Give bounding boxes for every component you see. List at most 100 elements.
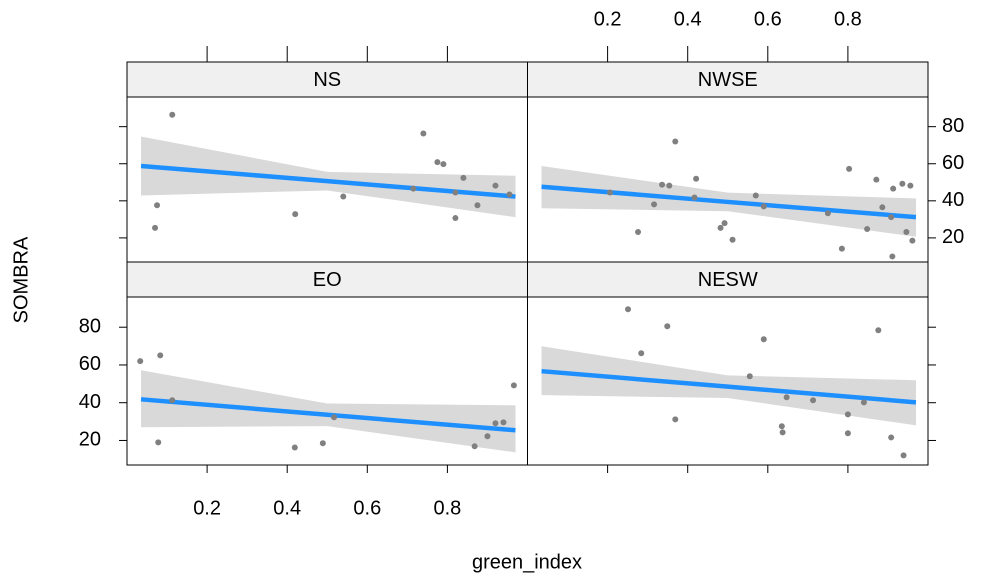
point (672, 416, 679, 423)
x-tick-label: 0.8 (834, 8, 862, 30)
panel-title: NESW (698, 269, 758, 291)
point (844, 411, 851, 418)
point (410, 185, 417, 192)
point (889, 253, 896, 260)
point (169, 397, 176, 404)
fit-line (541, 184, 917, 220)
x-axis-label: green_index (472, 551, 582, 573)
point (672, 138, 679, 145)
point (824, 210, 831, 217)
point (638, 350, 645, 357)
point (500, 419, 507, 426)
point (651, 201, 658, 208)
point (319, 440, 326, 447)
x-tick-label: 0.4 (674, 8, 702, 30)
x-tick-label: 0.6 (754, 8, 782, 30)
point (779, 429, 786, 436)
confidence-band (141, 136, 516, 218)
point (154, 202, 161, 209)
point (888, 214, 895, 221)
point (875, 327, 882, 334)
y-tick-label: 40 (79, 391, 101, 413)
point (452, 215, 459, 222)
point (778, 423, 785, 430)
point (420, 130, 427, 137)
fit-line (541, 368, 917, 405)
point (903, 228, 910, 235)
point (900, 452, 907, 459)
strip (126, 261, 528, 298)
point (860, 399, 867, 406)
point (506, 191, 513, 198)
point (717, 224, 724, 231)
point (625, 306, 632, 313)
point (693, 175, 700, 182)
y-tick-label: 60 (79, 353, 101, 375)
confidence-band (141, 370, 516, 453)
strip (527, 61, 929, 98)
x-tick-label: 0.8 (433, 497, 461, 519)
point (607, 189, 614, 196)
point (635, 228, 642, 235)
point (783, 394, 790, 401)
point (137, 358, 144, 365)
point (691, 194, 698, 201)
point (340, 193, 347, 200)
panel-title: EO (313, 269, 342, 291)
x-tick-label: 0.2 (193, 497, 221, 519)
y-tick-label: 20 (942, 226, 964, 248)
fit-line (140, 397, 516, 433)
strip (527, 261, 929, 298)
point (760, 203, 767, 210)
x-tick-label: 0.4 (273, 497, 301, 519)
point (659, 181, 666, 188)
panel-title: NWSE (698, 69, 758, 91)
point (157, 352, 164, 359)
point (752, 192, 759, 199)
y-tick-label: 40 (942, 189, 964, 211)
point (879, 204, 886, 211)
point (492, 182, 499, 189)
point (810, 397, 817, 404)
point (155, 439, 162, 446)
panel-frame (527, 296, 929, 466)
point (899, 180, 906, 187)
point (331, 414, 338, 421)
point (873, 176, 880, 183)
y-axis-label: SOMBRA (10, 236, 32, 323)
point (664, 323, 671, 330)
y-tick-label: 80 (942, 115, 964, 137)
point (864, 226, 871, 232)
point (492, 420, 499, 427)
point (666, 182, 673, 189)
point (746, 373, 753, 380)
point (434, 159, 441, 166)
point (474, 202, 481, 209)
point (452, 189, 459, 196)
point (152, 224, 159, 231)
point (907, 182, 914, 189)
point (460, 174, 467, 181)
point (291, 444, 298, 451)
x-tick-label: 0.6 (353, 497, 381, 519)
point (838, 245, 845, 252)
point (721, 220, 728, 227)
point (729, 236, 736, 243)
point (890, 185, 897, 192)
point (484, 433, 491, 440)
point (440, 161, 447, 168)
point (760, 336, 767, 343)
point (471, 443, 478, 450)
point (888, 434, 895, 441)
y-tick-label: 20 (79, 429, 101, 451)
strip (126, 61, 528, 98)
point (292, 211, 299, 218)
point (844, 430, 851, 437)
point (846, 165, 853, 172)
point (169, 111, 176, 118)
y-tick-label: 60 (942, 152, 964, 174)
x-tick-label: 0.2 (594, 8, 622, 30)
panel-title: NS (313, 69, 341, 91)
y-tick-label: 80 (79, 315, 101, 337)
